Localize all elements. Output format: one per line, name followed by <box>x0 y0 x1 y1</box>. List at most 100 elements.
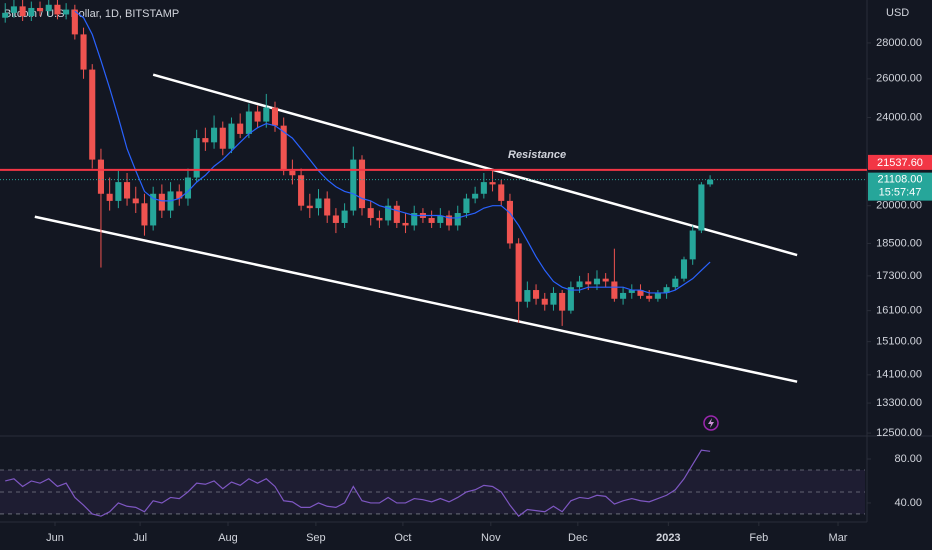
y-tick-label: 16100.00 <box>876 305 922 317</box>
x-tick-label: Mar <box>829 532 848 544</box>
y-tick-label: 24000.00 <box>876 111 922 123</box>
y-tick-label: 20000.00 <box>876 200 922 212</box>
resistance-label: 21537.60 <box>877 157 923 169</box>
rsi-pane <box>0 449 865 517</box>
candle-body <box>628 290 635 293</box>
moving-average <box>74 10 711 294</box>
candle-body <box>124 182 131 199</box>
candle-body <box>219 127 226 149</box>
alert-icon[interactable] <box>703 415 719 431</box>
candle-body <box>63 9 70 15</box>
candle-body <box>646 295 653 299</box>
y-tick-label: 18500.00 <box>876 237 922 249</box>
candle-body <box>280 125 287 171</box>
candle-body <box>585 281 592 285</box>
candle-body <box>332 215 339 223</box>
candle-body <box>376 217 383 221</box>
candle-body <box>576 281 583 288</box>
candle-body <box>271 107 279 126</box>
candle-body <box>437 215 444 223</box>
candle-body <box>524 290 531 302</box>
alert-bolt[interactable] <box>708 418 714 428</box>
x-tick-label: 2023 <box>656 532 680 544</box>
resistance-label-bg <box>868 154 932 170</box>
candle-body <box>480 182 487 194</box>
candle-body <box>341 210 348 223</box>
candle-body <box>567 287 574 311</box>
candle-body <box>550 292 557 305</box>
candle-body <box>184 177 192 199</box>
candle-body <box>472 193 479 199</box>
candle-body <box>533 290 540 299</box>
candle-body <box>411 213 418 226</box>
candle-body <box>228 123 235 149</box>
x-tick-label: Sep <box>306 532 326 544</box>
candle-body <box>80 34 87 70</box>
candle-body <box>689 230 696 260</box>
candle-body <box>454 213 461 226</box>
candle-body <box>324 198 331 216</box>
candle-body <box>315 198 322 209</box>
candle-body <box>106 193 113 201</box>
y-tick-label: 15100.00 <box>876 336 922 348</box>
candle-body <box>28 7 35 17</box>
x-tick-label: Dec <box>568 532 588 544</box>
candle-body <box>541 298 548 305</box>
candle-body <box>237 123 244 134</box>
candle-body <box>2 12 9 18</box>
candle-body <box>611 281 618 299</box>
candle-body <box>602 278 609 282</box>
candle-body <box>306 205 313 209</box>
candle-body <box>89 69 96 160</box>
y-tick-label: 28000.00 <box>876 37 922 49</box>
y-tick-label: 26000.00 <box>876 73 922 85</box>
candle-body <box>506 200 513 244</box>
candle-body <box>663 287 670 293</box>
candle-body <box>211 127 218 143</box>
candle-body <box>150 193 157 226</box>
candle-body <box>489 182 496 185</box>
x-tick-label: Feb <box>749 532 768 544</box>
candle-body <box>620 292 627 299</box>
candle-body <box>54 4 61 15</box>
candle-body <box>97 159 104 194</box>
candle-body <box>158 193 165 211</box>
rsi-line <box>5 449 711 517</box>
y-tick-label: 17300.00 <box>876 270 922 282</box>
candle-body <box>254 111 261 122</box>
candle-body <box>298 175 305 206</box>
candle-body <box>115 182 122 201</box>
trendline <box>34 215 798 383</box>
trendline <box>152 73 798 257</box>
x-tick-label: Oct <box>394 532 411 544</box>
candle-body <box>515 243 522 302</box>
x-tick-label: Jul <box>133 532 147 544</box>
last-price-label: 21108.00 <box>877 174 922 186</box>
candle-body <box>141 203 148 226</box>
candle-body <box>463 198 470 214</box>
annotation: Resistance <box>508 149 566 161</box>
candle-body <box>350 159 357 211</box>
x-tick-label: Nov <box>481 532 501 544</box>
candle-body <box>559 292 566 311</box>
candle-body <box>393 205 400 223</box>
countdown-label: 15:57:47 <box>879 187 922 199</box>
x-tick-label: Jun <box>46 532 64 544</box>
candle-body <box>654 292 661 299</box>
candle-body <box>71 9 78 35</box>
rsi-y-tick-label: 40.00 <box>894 497 922 509</box>
candle-body <box>36 7 44 12</box>
x-tick-label: Aug <box>218 532 238 544</box>
currency-label: USD <box>886 7 909 19</box>
candle-body <box>680 259 688 279</box>
y-tick-label: 14100.00 <box>876 369 922 381</box>
candle-body <box>672 278 679 288</box>
candle-body <box>19 6 26 17</box>
alert-circle[interactable] <box>703 415 719 431</box>
candle-body <box>428 217 435 223</box>
candle-body <box>263 107 270 122</box>
candle-body <box>698 184 705 231</box>
y-tick-label: 12500.00 <box>876 427 922 439</box>
